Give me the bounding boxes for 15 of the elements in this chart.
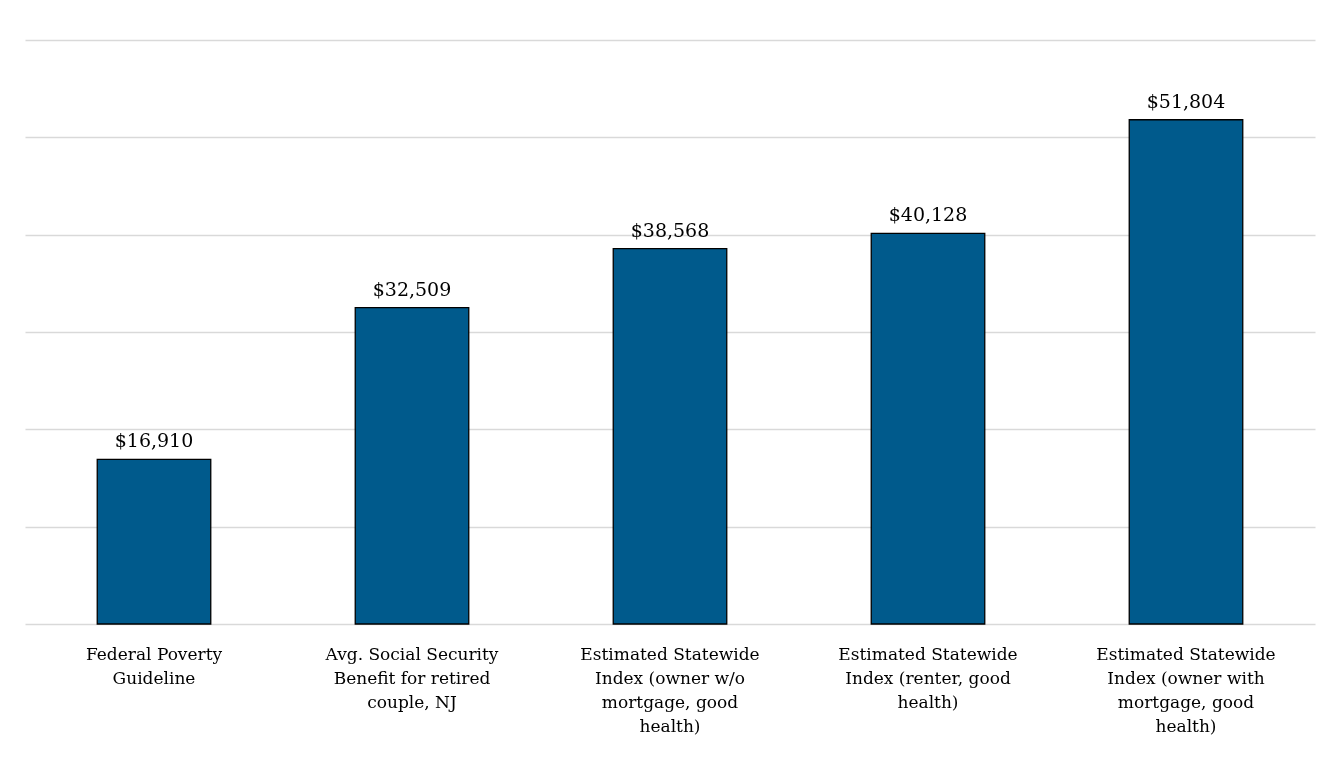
x-tick-label: Estimated Statewide Index (renter, good health) <box>838 643 1018 712</box>
x-tick-label: Avg. Social Security Benefit for retired couple, NJ <box>324 643 499 712</box>
data-label: $40,128 <box>888 203 968 226</box>
x-tick-label: Estimated Statewide Index (owner with mortgage, good health) <box>1096 643 1276 736</box>
bar <box>1128 119 1244 625</box>
x-tick-label: Federal Poverty Guideline <box>85 643 223 688</box>
data-label: $38,568 <box>630 218 710 241</box>
bar <box>354 306 470 625</box>
bar <box>612 247 728 625</box>
x-tick-label: Estimated Statewide Index (owner w/o mortgage, good health) <box>580 643 760 736</box>
data-label: $16,910 <box>114 429 194 452</box>
data-label: $32,509 <box>372 277 452 300</box>
bar <box>870 232 986 625</box>
bar <box>96 458 212 625</box>
data-label: $51,804 <box>1146 89 1226 112</box>
